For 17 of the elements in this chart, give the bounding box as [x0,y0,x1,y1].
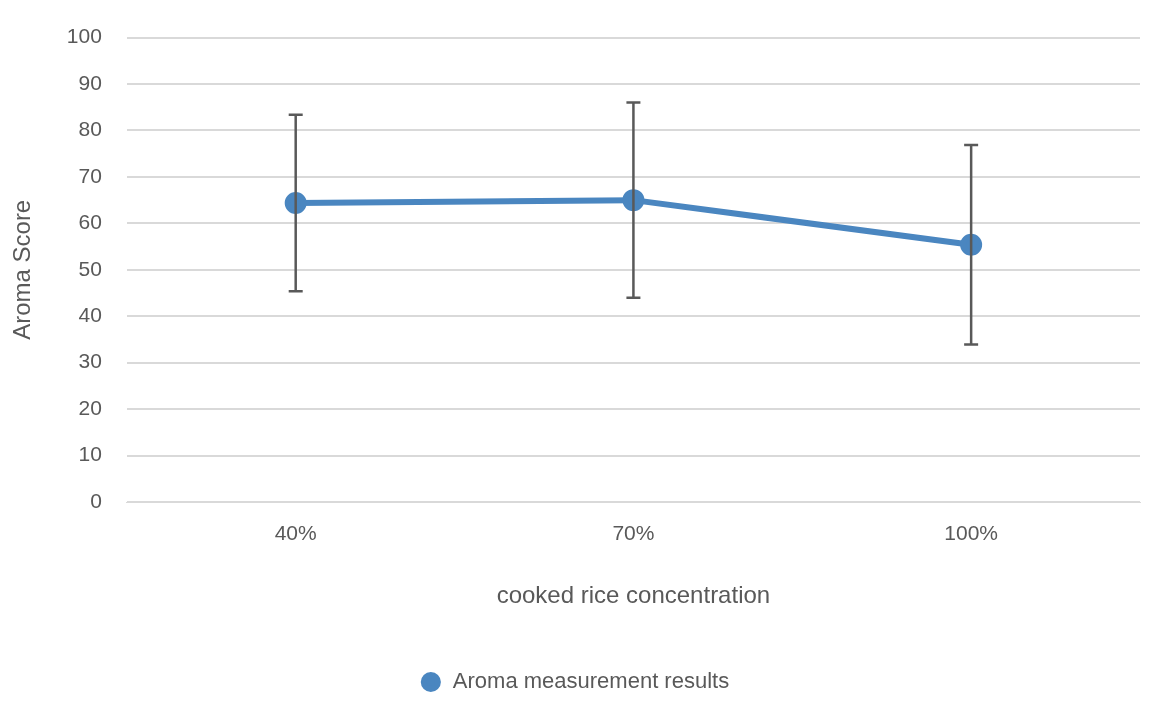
x-tick-label: 70% [612,521,655,545]
x-axis-title: cooked rice concentration [496,581,771,609]
y-tick-label: 50 [78,256,102,280]
y-tick-label: 80 [78,117,102,141]
x-tick-label: 40% [274,521,317,545]
y-tick-label: 20 [78,395,102,419]
y-tick-label: 100 [66,24,102,48]
y-tick-label: 90 [78,70,102,94]
y-tick-label: 30 [78,349,102,373]
y-tick-label: 60 [78,210,102,234]
legend-label: Aroma measurement results [452,668,730,694]
y-tick-label: 40 [78,303,102,327]
x-tick-label: 100% [944,521,998,545]
y-tick-label: 70 [78,163,102,187]
y-tick-label: 0 [90,488,102,512]
y-tick-label: 10 [78,442,102,466]
y-axis-title: Aroma Score [8,199,36,340]
